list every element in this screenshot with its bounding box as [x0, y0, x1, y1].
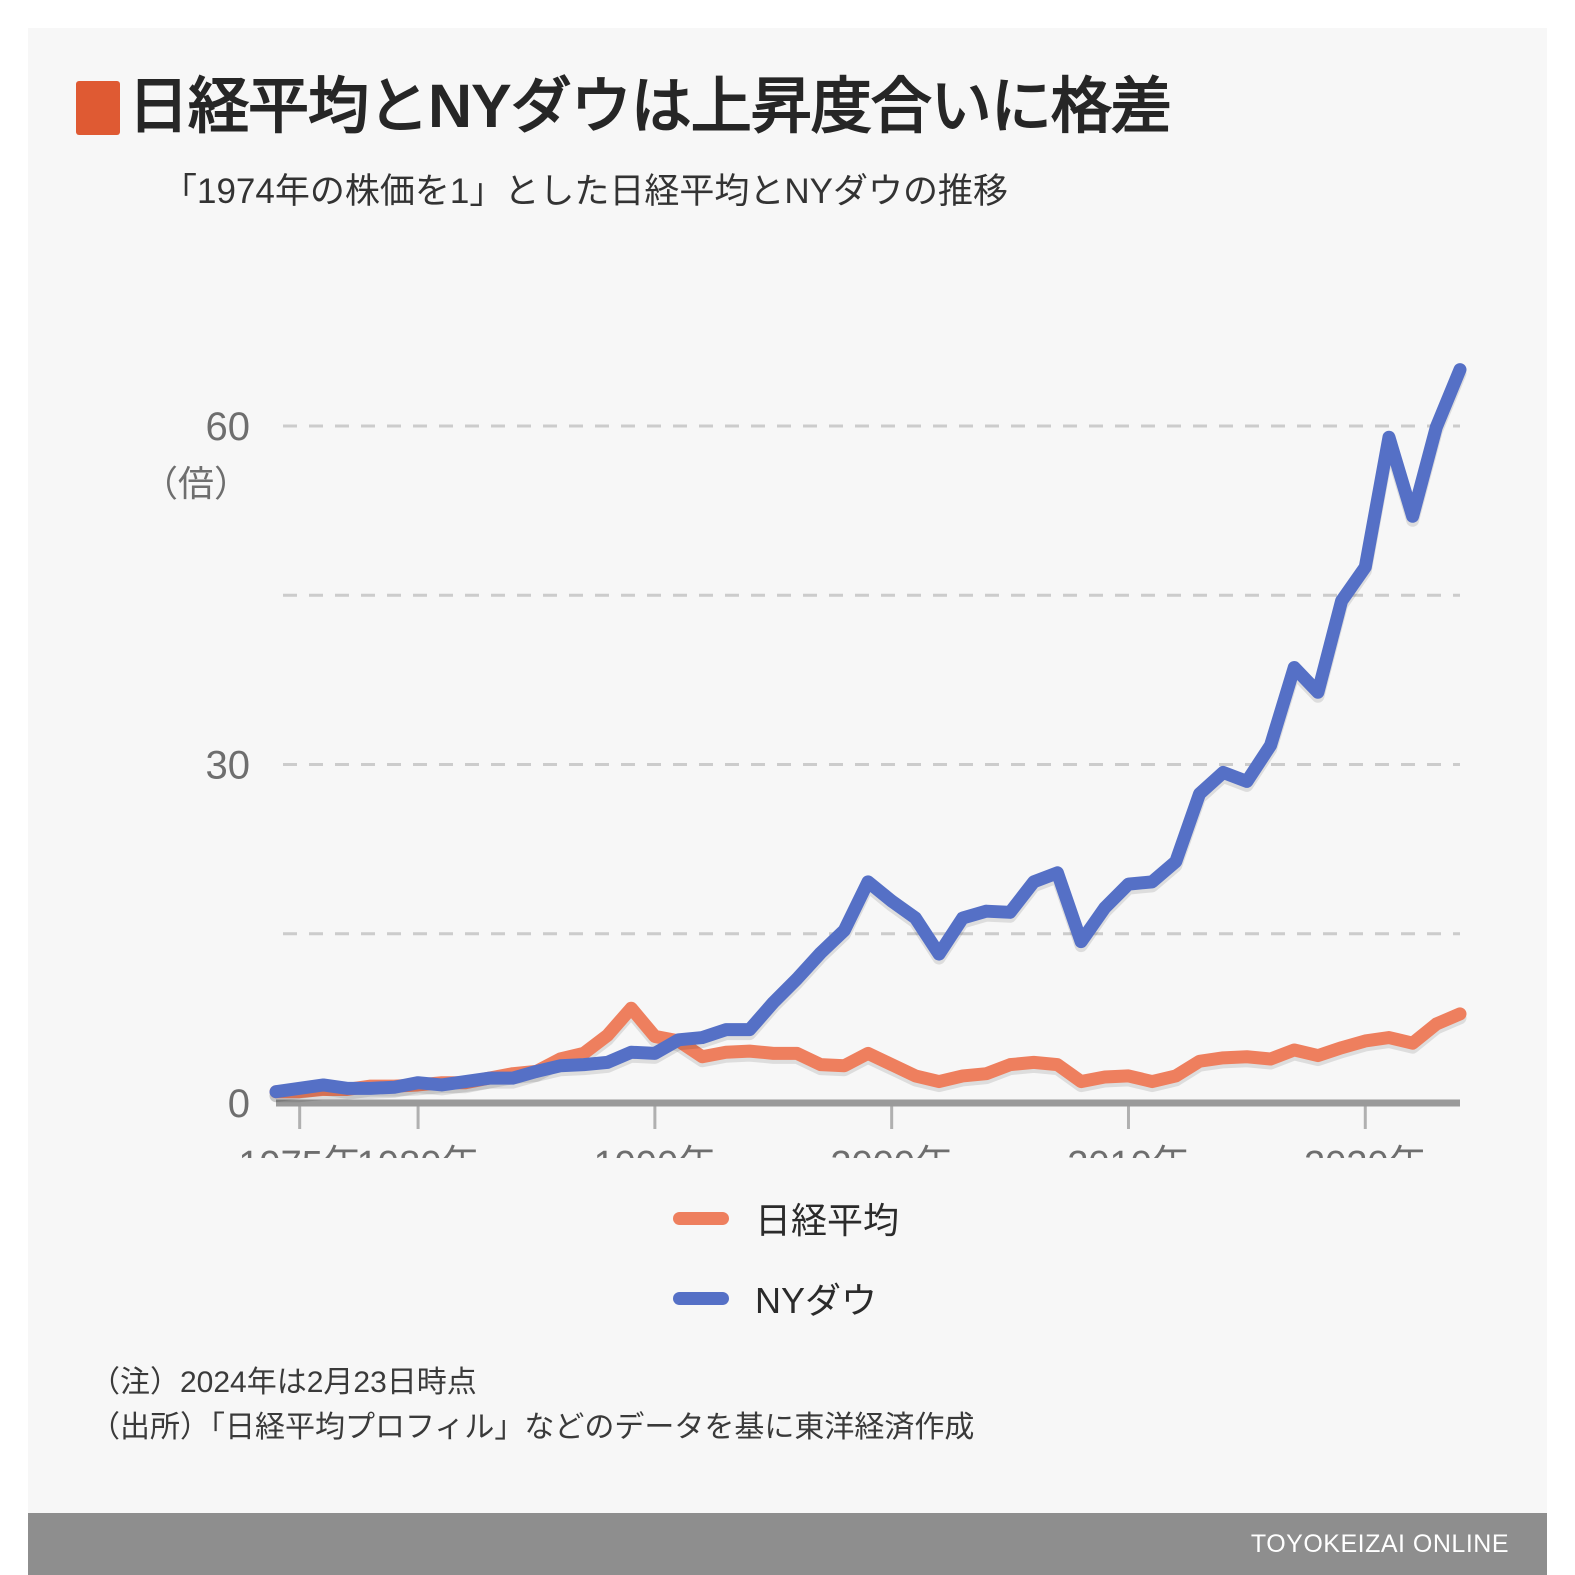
x-axis-tick-label: 1975年: [238, 1144, 361, 1158]
y-axis-unit-label: （倍）: [142, 463, 250, 504]
gridlines-group: [283, 424, 1460, 936]
y-axis-tick-label: 0: [228, 1082, 250, 1126]
legend-label-dow: NYダウ: [755, 1280, 878, 1321]
chart-header: 日経平均とNYダウは上昇度合いに格差 「1974年の株価を1」とした日経平均とN…: [28, 28, 1547, 214]
page-title: 日経平均とNYダウは上昇度合いに格差: [128, 72, 1172, 140]
chart-legend: 日経平均 NYダウ: [28, 1178, 1547, 1338]
y-axis-tick-label: 60: [206, 405, 251, 449]
x-axis-tick-marks: [298, 1103, 1367, 1129]
x-axis-tick-label: 1980年: [357, 1144, 480, 1158]
legend-item-nikkei[interactable]: 日経平均: [28, 1178, 1547, 1258]
x-axis-tick-label: 2000年: [830, 1144, 953, 1158]
y-axis-tick-labels: 0 30 60 （倍）: [142, 405, 250, 1126]
brand-label: TOYOKEIZAI ONLINE: [1250, 1529, 1509, 1558]
x-axis-tick-label: 1990年: [594, 1144, 717, 1158]
legend-swatch-nikkei: [673, 1211, 729, 1225]
x-axis-tick-labels: 1975年1980年 1990年 2000年 2010年 2020年: [238, 1144, 1426, 1158]
note-line: （注）2024年は2月23日時点: [90, 1366, 477, 1399]
legend-label-nikkei: 日経平均: [755, 1200, 900, 1241]
x-axis-tick-label: 2020年: [1304, 1144, 1427, 1158]
y-axis-tick-label: 30: [206, 744, 251, 788]
source-line: （出所）「日経平均プロフィル」などのデータを基に東洋経済作成: [90, 1411, 975, 1444]
chart-subtitle: 「1974年の株価を1」とした日経平均とNYダウの推移: [162, 172, 1008, 211]
chart-plot-area: 0 30 60 （倍） 1975年1980年 1990年 2000年 2010年 2020年: [28, 328, 1547, 1158]
data-series-group: [269, 363, 1467, 1103]
orange-square-icon: [76, 80, 120, 135]
title-row: 日経平均とNYダウは上昇度合いに格差: [28, 28, 1547, 137]
x-axis-tick-label: 2010年: [1067, 1144, 1190, 1158]
footer-bar: TOYOKEIZAI ONLINE: [28, 1513, 1547, 1575]
chart-notes: （注）2024年は2月23日時点 （出所）「日経平均プロフィル」などのデータを基…: [90, 1360, 1390, 1450]
series-line-dow[interactable]: [269, 363, 1467, 1099]
line-chart: 0 30 60 （倍） 1975年1980年 1990年 2000年 2010年 2020年: [142, 363, 1467, 1158]
chart-card: 日経平均とNYダウは上昇度合いに格差 「1974年の株価を1」とした日経平均とN…: [28, 28, 1547, 1575]
legend-item-dow[interactable]: NYダウ: [28, 1258, 1547, 1338]
series-shadow-dow: [269, 367, 1467, 1103]
legend-swatch-dow: [673, 1291, 729, 1305]
